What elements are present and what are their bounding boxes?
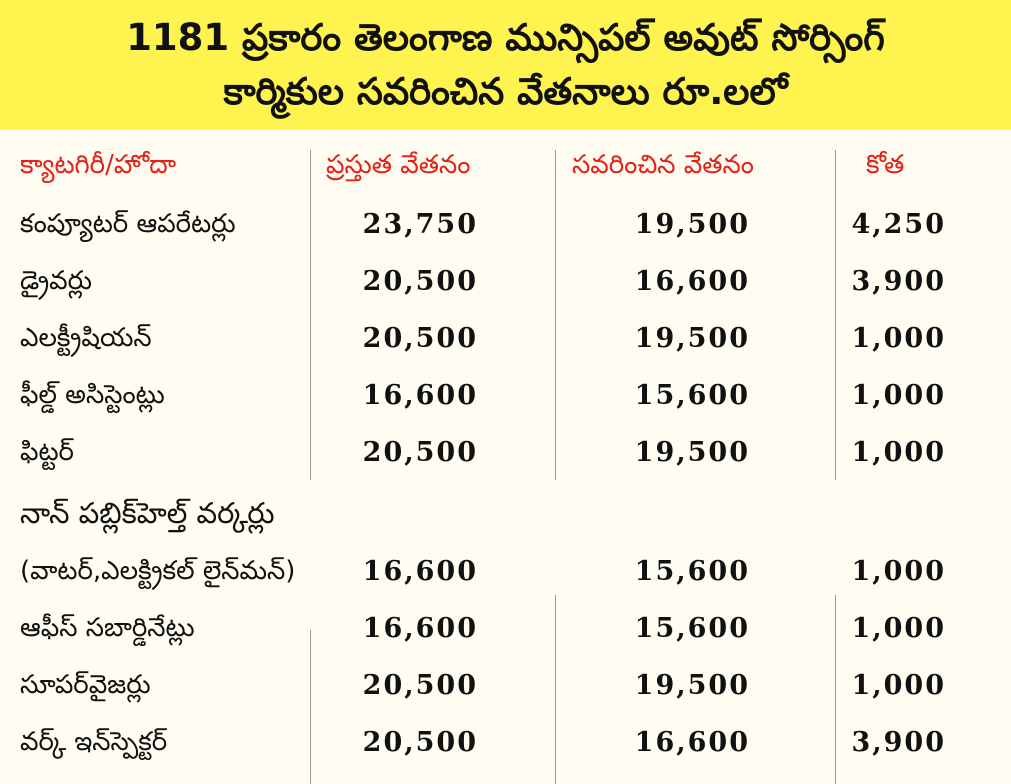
current-wage: 20,500	[362, 323, 478, 354]
wage-cut: 1,000	[851, 556, 946, 587]
current-wage: 20,500	[362, 437, 478, 468]
current-wage: 23,750	[362, 209, 478, 240]
category: ఎలక్ట్రీషియన్	[20, 323, 152, 353]
category: వర్క్ ఇన్‌స్పెక్టర్	[20, 727, 168, 757]
revised-wage: 19,500	[634, 437, 750, 468]
column-header: కోత	[866, 150, 905, 180]
revised-wage: 15,600	[634, 556, 750, 587]
revised-wage: 16,600	[634, 266, 750, 297]
column-divider	[555, 150, 556, 480]
column-divider	[310, 630, 311, 784]
wage-cut: 4,250	[851, 209, 946, 240]
wage-cut: 1,000	[851, 380, 946, 411]
current-wage: 20,500	[362, 727, 478, 758]
category: సూపర్‌వైజర్లు	[20, 670, 151, 700]
current-wage: 20,500	[362, 266, 478, 297]
revised-wage: 15,600	[634, 380, 750, 411]
wage-cut: 3,900	[851, 266, 946, 297]
revised-wage: 19,500	[634, 670, 750, 701]
wage-cut: 3,900	[851, 727, 946, 758]
title-banner: 1181 ప్రకారం తెలంగాణ మున్సిపల్ అవుట్ సోర…	[0, 0, 1011, 130]
column-header: క్యాటగిరీ/హోదా	[20, 150, 177, 180]
category: డ్రైవర్లు	[20, 266, 93, 296]
column-divider	[555, 595, 556, 784]
wage-cut: 1,000	[851, 323, 946, 354]
wage-cut: 1,000	[851, 670, 946, 701]
title-line: కార్మికుల సవరించిన వేతనాలు రూ.లలో	[223, 70, 788, 113]
category: ఫిట్టర్	[20, 437, 74, 467]
column-divider	[835, 150, 836, 480]
current-wage: 20,500	[362, 670, 478, 701]
current-wage: 16,600	[362, 380, 478, 411]
subcategory: (వాటర్,ఎలక్ట్రికల్ లైన్‌మన్)	[20, 556, 296, 586]
revised-wage: 19,500	[634, 209, 750, 240]
title-line: 1181 ప్రకారం తెలంగాణ మున్సిపల్ అవుట్ సోర…	[126, 16, 885, 59]
revised-wage: 16,600	[634, 727, 750, 758]
current-wage: 16,600	[362, 556, 478, 587]
column-divider	[835, 595, 836, 784]
wage-cut: 1,000	[851, 437, 946, 468]
category: ఆఫీస్ సబార్డినేట్లు	[20, 613, 195, 643]
wage-cut: 1,000	[851, 613, 946, 644]
column-divider	[310, 150, 311, 480]
column-header: సవరించిన వేతనం	[572, 150, 754, 180]
category: నాన్ పబ్లిక్‌హెల్త్ వర్కర్లు	[20, 496, 275, 530]
revised-wage: 15,600	[634, 613, 750, 644]
column-header: ప్రస్తుత వేతనం	[326, 150, 471, 180]
category: కంప్యూటర్ ఆపరేటర్లు	[20, 209, 236, 239]
current-wage: 16,600	[362, 613, 478, 644]
category: ఫీల్డ్ అసిస్టెంట్లు	[20, 380, 165, 410]
revised-wage: 19,500	[634, 323, 750, 354]
